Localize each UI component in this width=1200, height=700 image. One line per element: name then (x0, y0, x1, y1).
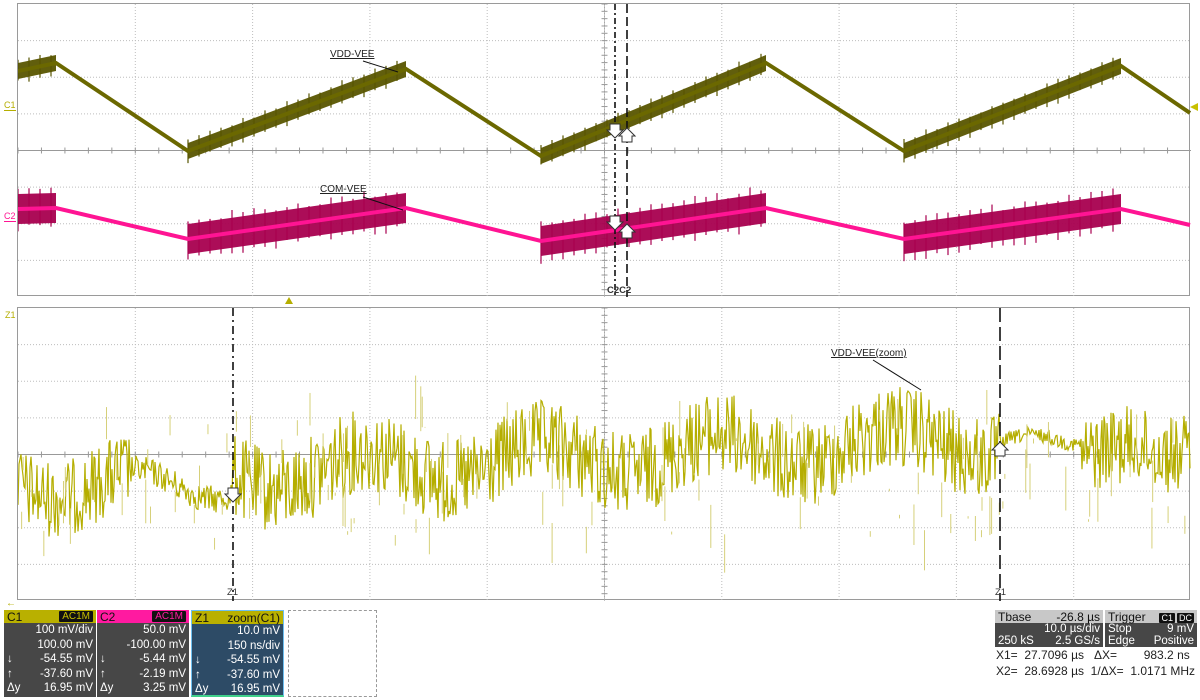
z1-delta-y: 16.95 mV (230, 683, 280, 696)
cursor-x1-readout: X1= 27.7096 µs ΔX= 983.2 ns (996, 648, 1190, 662)
zoom-cursor1-label: Z1 (227, 587, 239, 598)
zoom-trace-annotation: VDD-VEE(zoom) (831, 348, 907, 359)
z1-timescale: 150 ns/div (227, 639, 280, 652)
up-arrow-icon: ↑ (100, 667, 106, 680)
zoom-waveform-plot (18, 308, 1191, 601)
c1-offset-marker[interactable]: C1 (4, 100, 16, 111)
cursor-x2-readout: X2= 28.6928 µs 1/ΔX= 1.0171 MHz (996, 664, 1195, 678)
down-arrow-icon: ↓ (195, 654, 201, 667)
c1-readout[interactable]: C1 AC1M 100 mV/div 100.00 mV ↓ -54.55 mV ↑… (4, 610, 96, 697)
z1-scale: 10.0 mV (237, 625, 280, 638)
c2-offset: -100.00 mV (126, 638, 186, 651)
c2-name: C2 (100, 609, 116, 624)
z1-cursor-y2: -37.60 mV (226, 668, 280, 681)
up-arrow-icon: ↑ (7, 667, 13, 680)
cursor-x1: X1= 27.7096 µs (996, 648, 1084, 662)
timebase-readout[interactable]: Tbase -26.8 µs 10.0 µs/div 250 kS 2.5 GS/s (995, 610, 1103, 647)
z1-source: zoom(C1) (227, 610, 280, 625)
trigger-coupling-tag: DC (1177, 612, 1194, 623)
c1-delta-y: 16.95 mV (43, 682, 93, 695)
c2-scale: 50.0 mV (143, 624, 186, 637)
trigger-slope: Positive (1153, 635, 1194, 647)
timebase-offset: -26.8 µs (1056, 609, 1100, 624)
c2-cursor-y2: -2.19 mV (139, 667, 186, 680)
c1-cursor-y2: -37.60 mV (39, 667, 93, 680)
c1-cursor-y1: -54.55 mV (39, 653, 93, 666)
c2-offset-marker[interactable]: C2 (4, 211, 16, 222)
main-waveform-display[interactable]: VDD-VEE COM-VEE C2C2 (17, 3, 1191, 297)
c1-offset: 100.00 mV (37, 638, 93, 651)
c1-name: C1 (7, 609, 23, 624)
c2-trace-annotation: COM-VEE (320, 184, 367, 195)
c1-scale: 100 mV/div (35, 624, 93, 637)
cursor-delta-x: ΔX= 983.2 ns (1094, 648, 1190, 662)
trigger-readout[interactable]: Trigger C1 DC Stop 9 mV Edge Positive (1105, 610, 1197, 647)
c2-cursor-y1: -5.44 mV (139, 653, 186, 666)
delta-y-label: Δy (100, 682, 114, 695)
cursor-inverse-delta-x: 1/ΔX= 1.0171 MHz (1090, 664, 1196, 678)
trigger-mode: Stop (1108, 623, 1132, 635)
z1-name: Z1 (195, 610, 210, 625)
trigger-position-marker[interactable] (285, 297, 293, 304)
c1-trace-annotation: VDD-VEE (330, 49, 375, 60)
scroll-left-arrow-icon[interactable]: ← (6, 598, 16, 609)
timebase-label: Tbase (998, 609, 1032, 624)
trigger-label: Trigger (1108, 609, 1146, 624)
c2-readout[interactable]: C2 AC1M 50.0 mV -100.00 mV ↓ -5.44 mV ↑ -2.… (97, 610, 189, 697)
trigger-level: 9 mV (1167, 623, 1194, 635)
main-waveform-plot (18, 4, 1191, 297)
trigger-level-marker[interactable] (1190, 103, 1198, 111)
cursor-label-c2c2: C2C2 (607, 285, 632, 296)
z1-offset-marker[interactable]: Z1 (5, 310, 16, 320)
c2-delta-y: 3.25 mV (143, 682, 186, 695)
c2-coupling-badge: AC1M (152, 611, 186, 622)
sample-count: 250 kS (998, 635, 1034, 647)
up-arrow-icon: ↑ (195, 668, 201, 681)
timebase-scale: 10.0 µs/div (1044, 623, 1100, 635)
zoom-cursor2-label: Z1 (995, 587, 1007, 598)
delta-y-label: Δy (7, 682, 21, 695)
z1-cursor-y1: -54.55 mV (226, 654, 280, 667)
c1-coupling-badge: AC1M (59, 611, 93, 622)
delta-y-label: Δy (195, 683, 209, 696)
cursor-x2: X2= 28.6928 µs (996, 664, 1084, 678)
trigger-type: Edge (1108, 635, 1135, 647)
zoom-waveform-display[interactable]: VDD-VEE(zoom) Z1 Z1 (17, 307, 1191, 601)
z1-readout[interactable]: Z1 zoom(C1) 10.0 mV 150 ns/div ↓ -54.55 mV… (191, 610, 284, 697)
down-arrow-icon: ↓ (7, 653, 13, 666)
empty-readout-slot[interactable] (288, 610, 377, 697)
down-arrow-icon: ↓ (100, 653, 106, 666)
sample-rate: 2.5 GS/s (1055, 635, 1100, 647)
trigger-source-tag: C1 (1159, 612, 1175, 623)
